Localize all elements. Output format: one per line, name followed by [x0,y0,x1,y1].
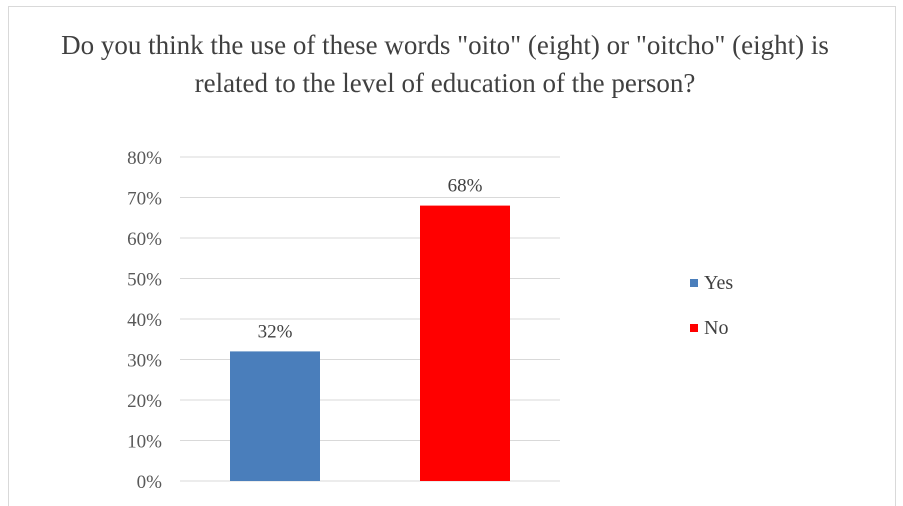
legend-item-no: No [690,313,733,343]
bar-yes [230,351,320,481]
data-label: 68% [448,176,483,197]
bar-no [420,205,510,481]
y-tick-label: 10% [127,432,162,453]
y-tick-label: 40% [127,310,162,331]
y-tick-label: 20% [127,391,162,412]
y-tick-label: 70% [127,189,162,210]
legend-swatch-yes [690,279,698,287]
legend-swatch-no [690,324,698,332]
legend-item-yes: Yes [690,268,733,298]
y-tick-label: 30% [127,351,162,372]
legend-label-no: No [704,316,729,339]
y-tick-label: 50% [127,270,162,291]
legend-label-yes: Yes [704,271,734,294]
data-label: 32% [258,321,293,342]
y-tick-label: 60% [127,229,162,250]
y-tick-label: 80% [127,148,162,169]
y-tick-label: 0% [137,472,163,493]
chart-legend: Yes No [690,268,733,358]
chart-frame [8,6,896,506]
chart-title: Do you think the use of these words "oit… [61,30,829,98]
